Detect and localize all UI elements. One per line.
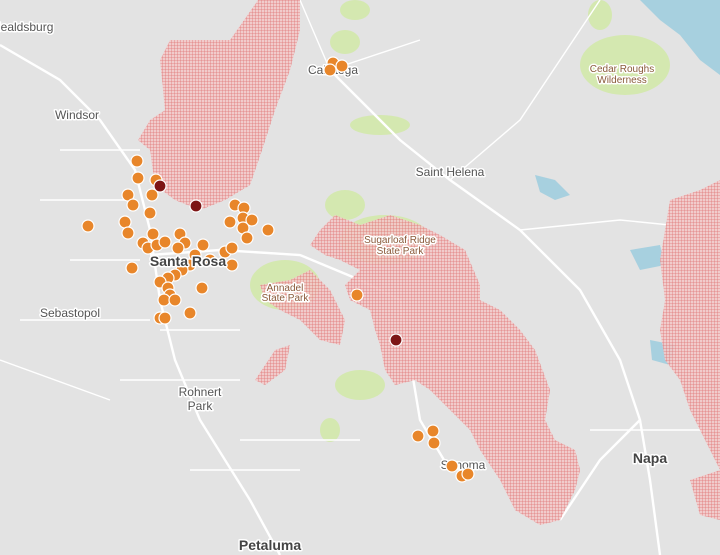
incident-marker[interactable] xyxy=(145,188,159,202)
place-label: Sebastopol xyxy=(40,306,100,320)
incident-marker[interactable] xyxy=(171,241,185,255)
place-label: Petaluma xyxy=(239,537,301,553)
place-label: Windsor xyxy=(55,108,99,122)
incident-marker[interactable] xyxy=(130,154,144,168)
incident-marker[interactable] xyxy=(195,281,209,295)
place-label: Santa Rosa xyxy=(150,253,226,269)
park-label: Annadel State Park xyxy=(262,283,310,304)
incident-marker[interactable] xyxy=(225,241,239,255)
incident-marker[interactable] xyxy=(81,219,95,233)
incident-marker[interactable] xyxy=(158,311,172,325)
incident-marker[interactable] xyxy=(157,293,171,307)
incident-marker[interactable] xyxy=(335,59,349,73)
incident-marker-major[interactable] xyxy=(189,199,203,213)
place-label: Rohnert Park xyxy=(179,385,222,413)
incident-marker[interactable] xyxy=(126,198,140,212)
incident-marker[interactable] xyxy=(183,306,197,320)
incident-marker[interactable] xyxy=(426,424,440,438)
place-label: Saint Helena xyxy=(416,165,485,179)
place-labels: Healdsburg Windsor Calistoga Cedar Rough… xyxy=(0,19,669,555)
park-label: Cedar Roughs Wilderness xyxy=(590,64,654,86)
incident-marker[interactable] xyxy=(240,231,254,245)
incident-marker[interactable] xyxy=(225,258,239,272)
incident-marker[interactable] xyxy=(245,213,259,227)
markers xyxy=(81,56,475,483)
incident-marker[interactable] xyxy=(125,261,139,275)
incident-marker-major[interactable] xyxy=(389,333,403,347)
park-label: Sugarloaf Ridge State Park xyxy=(364,235,436,257)
incident-marker-major[interactable] xyxy=(153,179,167,193)
place-label: Healdsburg xyxy=(0,20,53,34)
incident-marker[interactable] xyxy=(158,235,172,249)
incident-marker[interactable] xyxy=(118,215,132,229)
incident-marker[interactable] xyxy=(143,206,157,220)
place-label: Napa xyxy=(633,450,667,466)
incident-marker[interactable] xyxy=(323,63,337,77)
incident-marker[interactable] xyxy=(131,171,145,185)
incident-marker[interactable] xyxy=(121,226,135,240)
incident-marker[interactable] xyxy=(461,467,475,481)
incident-marker[interactable] xyxy=(146,227,160,241)
incident-marker[interactable] xyxy=(203,253,217,267)
incident-marker[interactable] xyxy=(350,288,364,302)
incident-marker[interactable] xyxy=(411,429,425,443)
incident-marker[interactable] xyxy=(168,293,182,307)
incident-marker[interactable] xyxy=(427,436,441,450)
incident-marker[interactable] xyxy=(261,223,275,237)
incident-marker[interactable] xyxy=(223,215,237,229)
incident-marker[interactable] xyxy=(196,238,210,252)
incident-marker[interactable] xyxy=(445,459,459,473)
fire-perimeters xyxy=(138,0,720,525)
